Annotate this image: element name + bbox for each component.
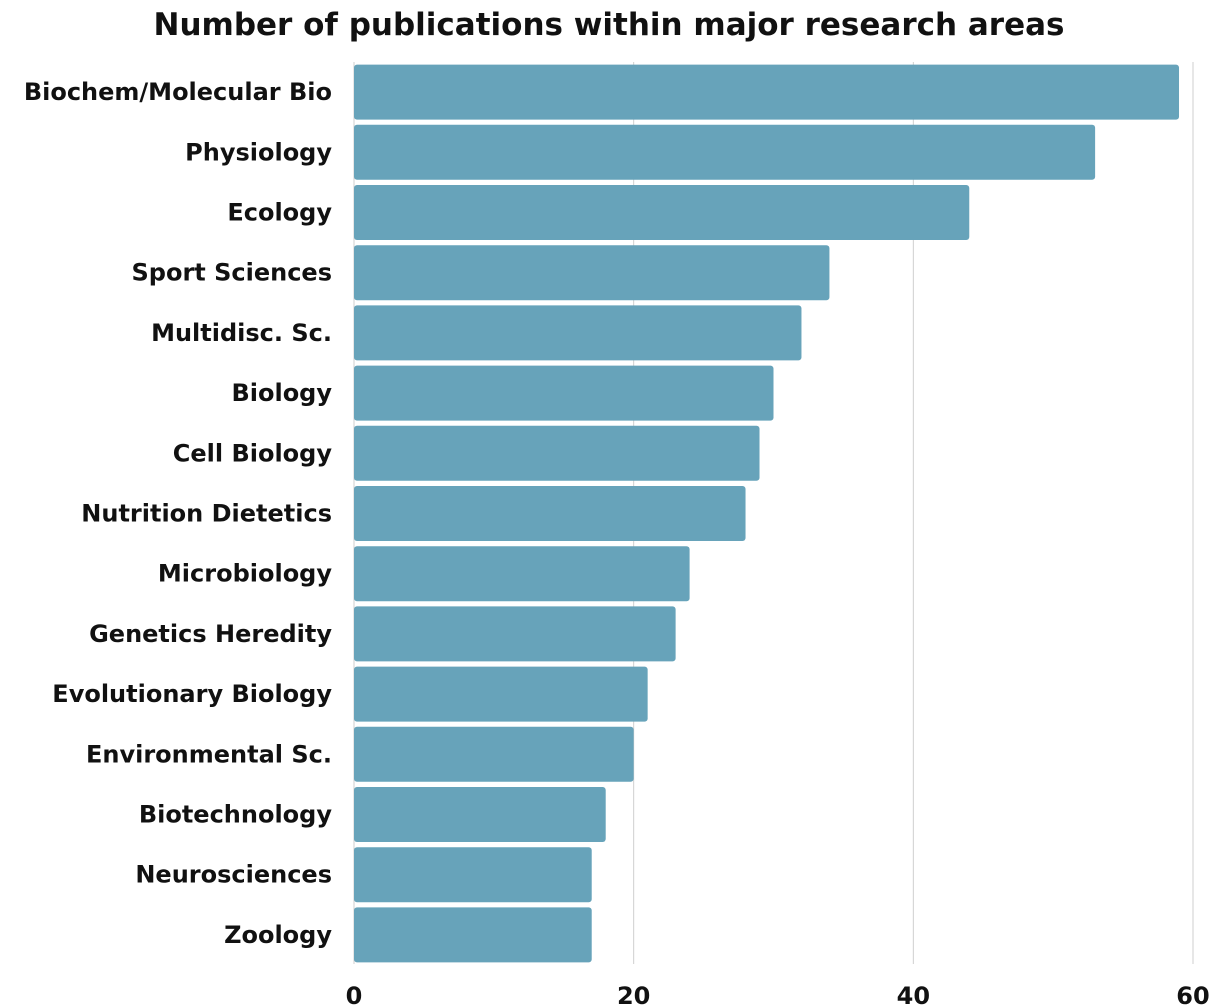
category-label: Genetics Heredity xyxy=(89,620,332,648)
category-label: Environmental Sc. xyxy=(86,740,332,768)
category-labels: Biochem/Molecular Bio Physiology Ecology Sp… xyxy=(24,78,333,949)
bar xyxy=(354,666,648,722)
x-tick-label: 20 xyxy=(617,982,650,1008)
category-label: Nutrition Dietetics xyxy=(81,500,332,528)
bars xyxy=(354,64,1180,963)
bar xyxy=(354,305,802,361)
bar xyxy=(354,64,1180,120)
x-tick-labels: 0 20 40 60 xyxy=(346,982,1210,1008)
bar xyxy=(354,787,606,842)
x-tick-label: 60 xyxy=(1176,982,1209,1008)
category-label: Microbiology xyxy=(158,560,332,588)
x-tick-label: 40 xyxy=(897,982,930,1008)
category-label: Biotechnology xyxy=(139,801,333,829)
category-label: Physiology xyxy=(185,138,332,166)
bar xyxy=(354,185,970,240)
bar xyxy=(354,907,592,963)
bar xyxy=(354,365,774,421)
category-label: Biochem/Molecular Bio xyxy=(24,78,332,106)
category-label: Evolutionary Biology xyxy=(52,680,332,708)
x-tick-label: 0 xyxy=(346,982,363,1008)
category-label: Ecology xyxy=(227,199,332,227)
bar xyxy=(354,606,676,662)
bar xyxy=(354,726,634,782)
category-label: Biology xyxy=(231,379,332,407)
category-label: Sport Sciences xyxy=(131,259,332,287)
bar xyxy=(354,245,830,301)
category-label: Cell Biology xyxy=(173,439,333,467)
category-label: Zoology xyxy=(224,921,332,949)
category-label: Neurosciences xyxy=(135,861,332,889)
category-label: Multidisc. Sc. xyxy=(151,319,332,347)
bar xyxy=(354,847,592,903)
chart-title: Number of publications within major rese… xyxy=(154,7,1065,43)
bar xyxy=(354,124,1096,180)
bar xyxy=(354,425,760,481)
bar xyxy=(354,486,746,541)
bar xyxy=(354,546,690,602)
